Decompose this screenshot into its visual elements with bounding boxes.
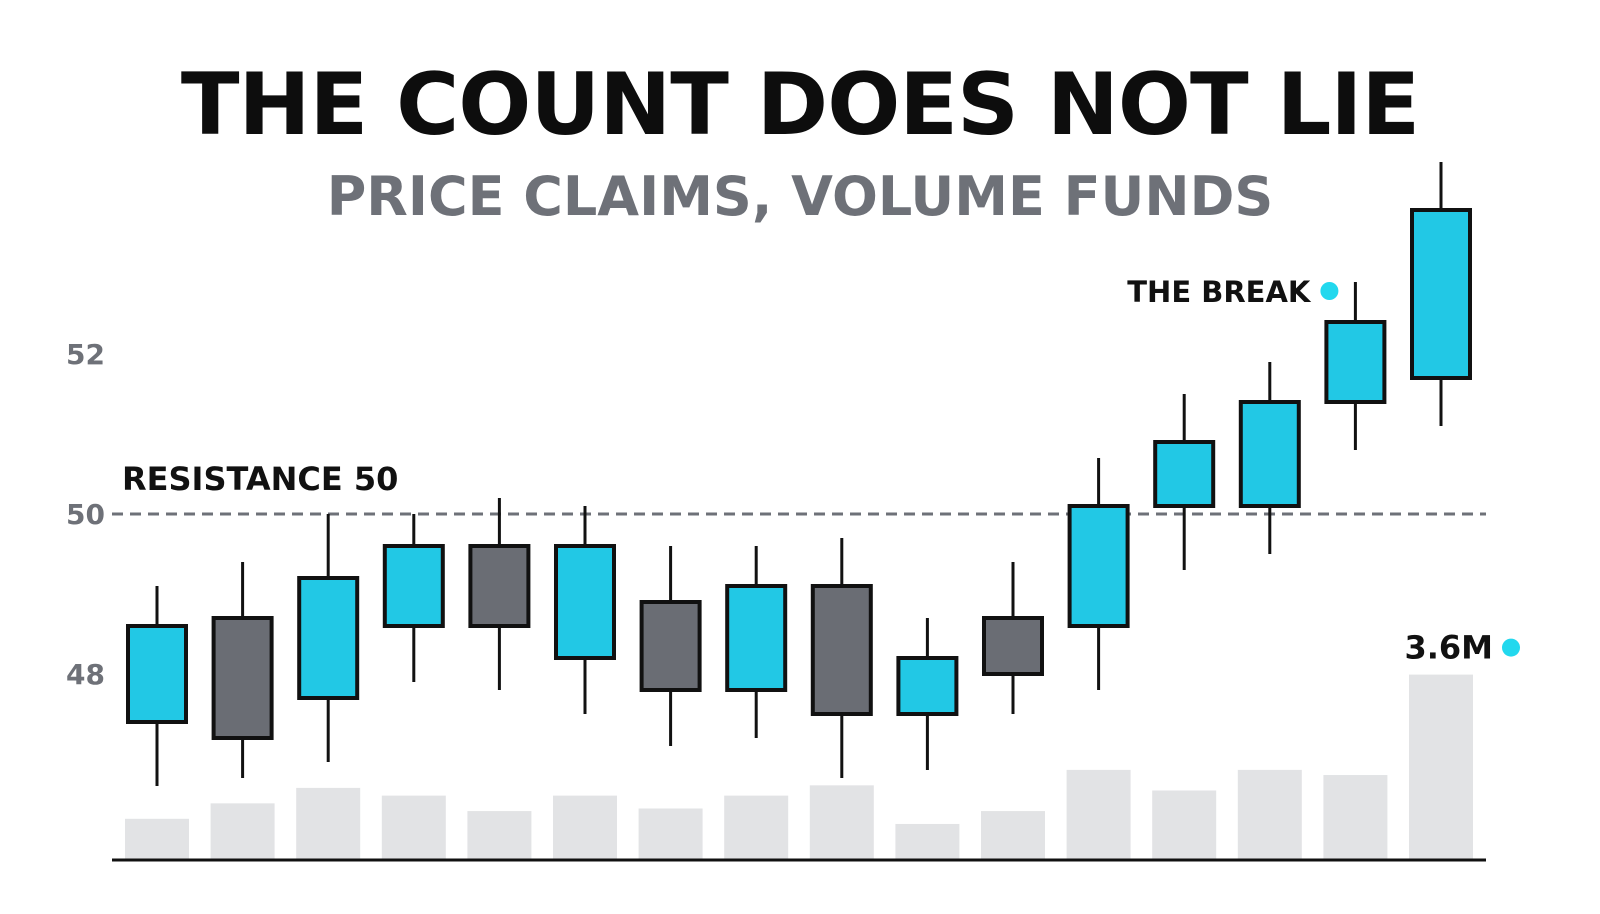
candle-up: [1410, 162, 1472, 426]
volume-bar: [467, 811, 532, 860]
candle-up: [896, 618, 959, 770]
candle-up: [126, 586, 188, 786]
candle-body: [896, 656, 959, 716]
candle-up: [1153, 394, 1216, 570]
candle-down: [468, 498, 531, 690]
candle-up: [1324, 282, 1387, 450]
candle-down: [810, 538, 873, 778]
candle-body: [1067, 504, 1130, 628]
volume-bar: [381, 795, 446, 860]
candle-up: [1238, 362, 1301, 554]
candle-body: [382, 544, 445, 628]
candle-down: [982, 562, 1044, 714]
candle-body: [982, 616, 1044, 676]
candle-body: [1324, 320, 1387, 404]
volume-bar: [809, 785, 874, 860]
candle-body: [468, 544, 531, 628]
y-tick-label: 52: [66, 338, 105, 371]
volume-bar: [895, 823, 960, 860]
resistance-label: RESISTANCE 50: [122, 460, 398, 498]
candle-body: [725, 584, 788, 692]
candle-up: [554, 506, 616, 714]
candle-body: [1238, 400, 1301, 508]
volume-bar: [553, 795, 617, 860]
volume-bar: [1323, 775, 1388, 860]
chart-title: THE COUNT DOES NOT LIE: [180, 55, 1420, 155]
break-marker-dot: [1320, 282, 1339, 300]
candles: [126, 162, 1472, 786]
candle-up: [382, 514, 445, 682]
candle-body: [1153, 440, 1216, 508]
volume-bar: [638, 808, 703, 860]
candle-body: [211, 616, 274, 740]
candle-body: [297, 576, 360, 700]
volume-bar: [981, 811, 1045, 860]
volume-bar: [296, 787, 361, 860]
candle-body: [639, 600, 702, 692]
y-tick-label: 48: [66, 658, 105, 691]
volume-annotation-label: 3.6M: [1404, 629, 1493, 667]
break-annotation-label: THE BREAK: [1127, 275, 1312, 309]
chart-subtitle: PRICE CLAIMS, VOLUME FUNDS: [326, 165, 1274, 228]
candle-up: [297, 514, 360, 762]
candle-up: [1067, 458, 1130, 690]
candle-down: [211, 562, 274, 778]
candle-body: [1410, 208, 1472, 380]
volume-bar: [724, 795, 789, 860]
volume-bar: [1409, 674, 1473, 860]
candle-body: [126, 624, 188, 724]
volume-bars: [125, 674, 1473, 860]
volume-bar: [1237, 769, 1302, 860]
volume-bar: [1066, 769, 1131, 860]
volume-bar: [1152, 790, 1217, 860]
volume-bar: [210, 803, 275, 860]
candle-down: [639, 546, 702, 746]
candle-body: [554, 544, 616, 660]
candle-up: [725, 546, 788, 738]
y-tick-label: 50: [66, 498, 105, 531]
candle-body: [810, 584, 873, 716]
y-axis-ticks: 48 50 52: [66, 338, 105, 691]
volume-bar: [125, 818, 189, 860]
volume-marker-dot: [1502, 638, 1520, 657]
